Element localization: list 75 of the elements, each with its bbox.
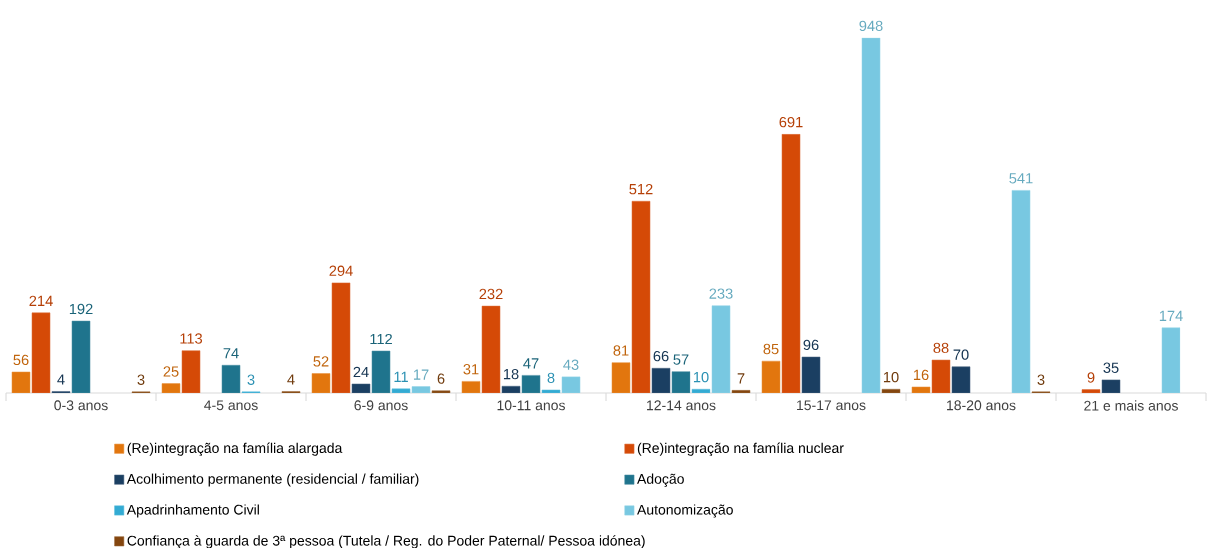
data-label: 9: [1087, 372, 1095, 383]
data-label: 31: [463, 364, 479, 375]
data-label: 3: [1037, 374, 1045, 385]
data-label: 70: [953, 349, 969, 360]
data-label: 6: [437, 373, 445, 384]
data-label: 88: [933, 342, 949, 354]
data-label: 3: [247, 374, 255, 385]
legend-label: Apadrinhamento Civil: [126, 504, 259, 518]
data-label: 7: [737, 373, 745, 384]
bar: [1011, 190, 1031, 393]
bar: [431, 390, 451, 393]
data-label: 113: [180, 333, 203, 344]
bar: [521, 375, 541, 393]
bar: [411, 386, 431, 393]
bar: [861, 37, 881, 393]
data-label: 18: [503, 368, 519, 380]
data-label: 43: [563, 359, 579, 370]
data-label: 52: [313, 356, 329, 367]
data-label: 11: [394, 371, 408, 382]
data-label: 17: [413, 369, 429, 380]
legend-label: Adoção: [637, 473, 684, 487]
data-label: 10: [693, 371, 709, 383]
data-label: 74: [223, 348, 239, 359]
data-label: 512: [629, 183, 653, 195]
data-label: 85: [763, 343, 779, 355]
legend-label: (Re)integração na família alargada: [127, 442, 343, 456]
data-label: 66: [653, 350, 669, 362]
data-label: 10: [883, 371, 899, 383]
x-tick-label: 18-20 anos: [947, 400, 1016, 411]
x-tick-label: 21 e mais anos: [1084, 400, 1178, 411]
data-label: 47: [523, 358, 539, 369]
data-label: 232: [479, 288, 503, 300]
data-label: 96: [803, 339, 819, 351]
data-label: 112: [370, 333, 392, 345]
x-tick-label: 6-9 anos: [354, 400, 408, 411]
data-label: 294: [329, 265, 353, 276]
x-tick-label: 12-14 anos: [647, 400, 716, 411]
bar: [881, 388, 901, 393]
legend-label: (Re)integração na família nuclear: [637, 442, 844, 456]
bar: [71, 320, 91, 393]
x-tick-label: 15-17 anos: [797, 400, 866, 411]
data-label: 57: [673, 354, 689, 365]
data-label: 25: [163, 366, 179, 377]
x-tick-label: 0-3 anos: [54, 400, 108, 411]
bar: [731, 390, 751, 393]
data-label: 35: [1103, 362, 1119, 373]
bar: [221, 365, 241, 393]
data-label: 214: [29, 295, 53, 306]
legend-label: Autonomização: [637, 504, 733, 518]
data-label: 3: [137, 374, 145, 385]
data-label: 4: [287, 374, 295, 385]
data-label: 8: [547, 372, 555, 384]
bar: [711, 305, 731, 393]
data-label: 56: [13, 354, 29, 366]
data-label: 24: [353, 366, 369, 378]
bar: [391, 388, 411, 393]
data-label: 4: [57, 374, 65, 385]
data-label: 691: [779, 116, 803, 128]
x-tick-label: 4-5 anos: [204, 400, 258, 411]
data-label: 16: [913, 369, 929, 381]
bar: [371, 350, 391, 393]
data-label: 948: [859, 20, 883, 32]
bar: [1161, 327, 1181, 393]
bar: [691, 388, 711, 393]
bar: [671, 371, 691, 393]
data-label: 192: [69, 303, 93, 315]
legend-label: Acolhimento permanente (residencial / familiar): [126, 473, 419, 487]
bar: [541, 389, 561, 393]
data-label: 174: [1159, 310, 1183, 321]
data-label: 541: [1009, 173, 1033, 184]
bar: [561, 376, 581, 393]
data-label: 81: [613, 345, 629, 356]
data-label: 233: [709, 288, 733, 299]
x-tick-label: 10-11 anos: [497, 400, 565, 411]
legend-label: Confiança à guarda de 3ª pessoa (Tutela / Reg. do Poder Paternal/ Pessoa idónea): [127, 535, 645, 548]
